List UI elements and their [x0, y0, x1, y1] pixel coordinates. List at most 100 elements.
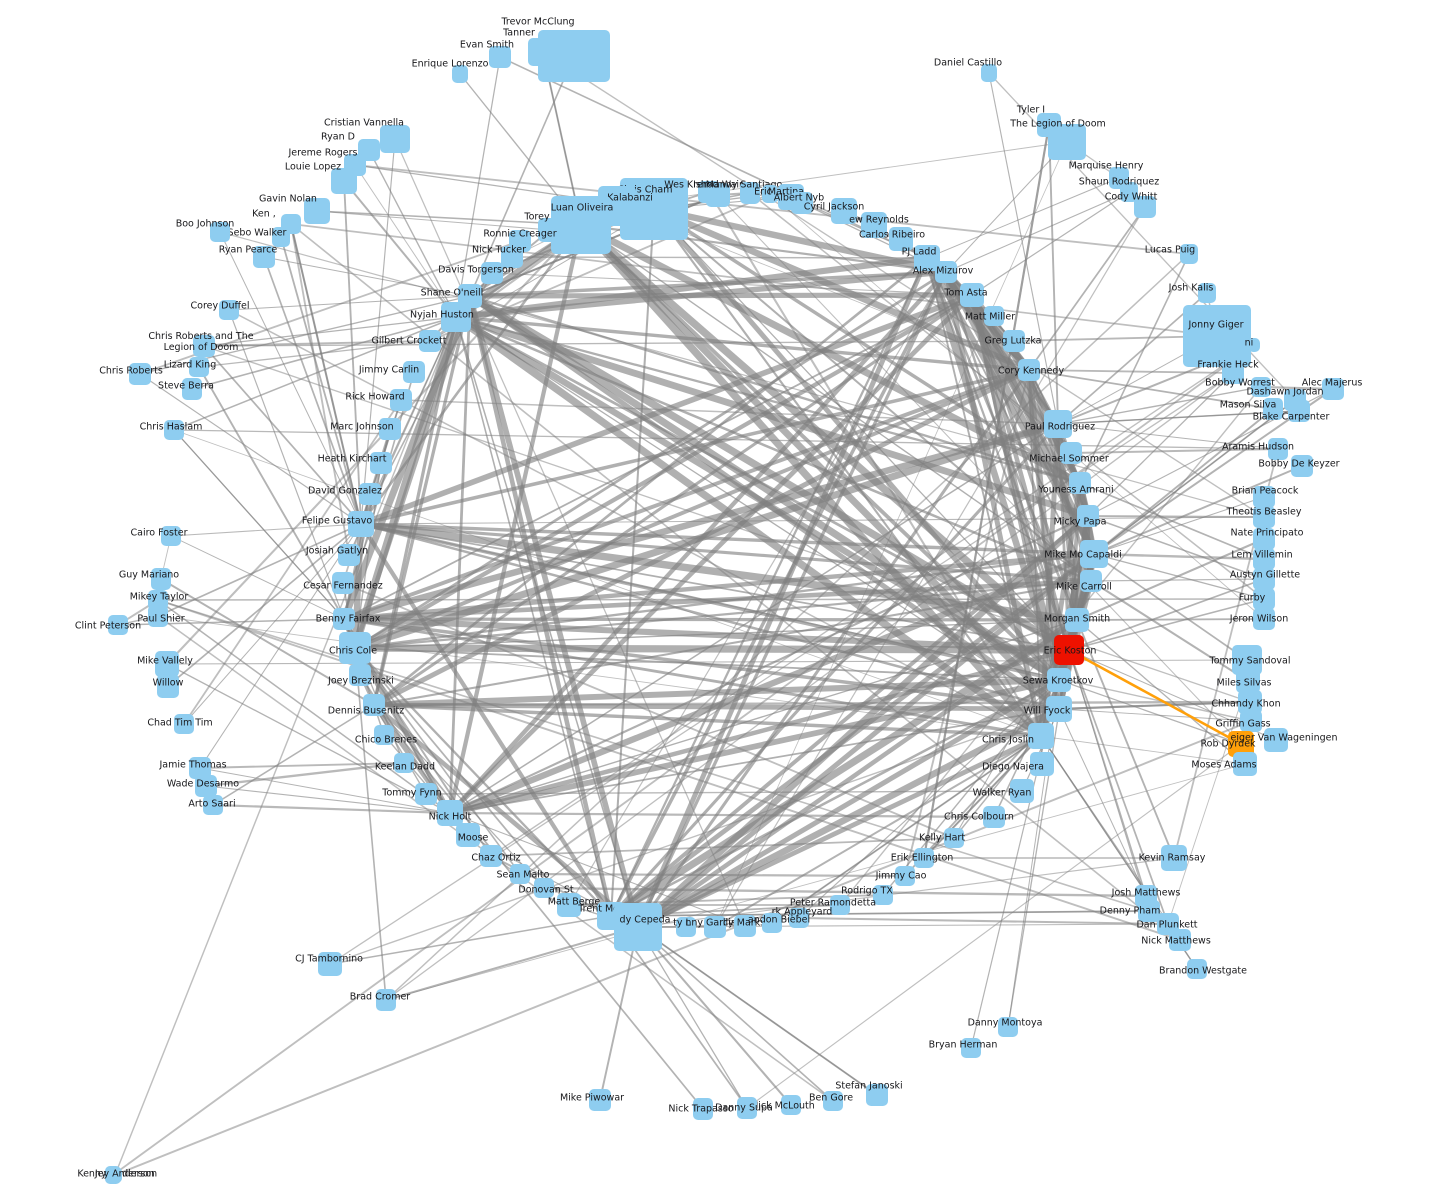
graph-node-chaz-ortiz[interactable]: [480, 845, 502, 867]
graph-node-chris-roberts[interactable]: [129, 363, 151, 385]
graph-node-andrew-reynolds[interactable]: [861, 212, 887, 238]
graph-node-cesar-fernandez[interactable]: [332, 572, 354, 594]
graph-node-erik-ellington[interactable]: [914, 848, 934, 868]
graph-node-ishod-wair[interactable]: [706, 183, 730, 207]
graph-node-chris-haslam[interactable]: [164, 420, 184, 440]
graph-node-jimmy-cao[interactable]: [895, 866, 915, 886]
graph-node-matt-miller[interactable]: [984, 306, 1004, 326]
graph-node-billy-marks[interactable]: [734, 915, 756, 937]
graph-node-brandon-biebel[interactable]: [762, 913, 782, 933]
graph-node-alex-mizurov[interactable]: [935, 261, 957, 283]
graph-node-griffin-gass[interactable]: [1240, 710, 1262, 732]
graph-node-danny-supa[interactable]: [737, 1097, 757, 1119]
graph-node-sewa-kroetkov[interactable]: [1047, 668, 1071, 692]
graph-node-torey-p[interactable]: [538, 218, 562, 242]
graph-node-lizard-king[interactable]: [189, 357, 209, 377]
graph-node-micky-papa[interactable]: [1077, 505, 1099, 527]
graph-node-nick-mclouth[interactable]: [781, 1095, 801, 1115]
graph-node-chris-joslin[interactable]: [1028, 723, 1054, 749]
graph-node-danny-montoya[interactable]: [998, 1017, 1018, 1037]
graph-node-danny-garcia[interactable]: [704, 916, 726, 938]
graph-node-cairo-foster[interactable]: [161, 526, 181, 546]
graph-node-eric-m[interactable]: [762, 185, 778, 203]
graph-node-greg-lutzka[interactable]: [1003, 330, 1025, 352]
graph-node-evan-smith[interactable]: [489, 46, 511, 68]
graph-node-gilbert-crockett[interactable]: [419, 330, 441, 352]
graph-node-enrique-lorenzo[interactable]: [452, 65, 468, 83]
graph-node-cj-tambornino[interactable]: [318, 952, 342, 976]
graph-node-david-gonzalez[interactable]: [359, 483, 381, 505]
graph-node-felipe-gustavo[interactable]: [348, 511, 374, 537]
graph-node-cody-whitt[interactable]: [1134, 196, 1156, 218]
graph-node-boo-johnson[interactable]: [210, 222, 230, 242]
graph-node-tom-asta[interactable]: [960, 283, 984, 307]
graph-node-keelan-dadd[interactable]: [394, 753, 414, 773]
graph-node-jimmy-carlin[interactable]: [403, 361, 425, 383]
graph-node-cristian-vannella[interactable]: [380, 125, 410, 153]
graph-node-nick-holt[interactable]: [437, 800, 463, 826]
graph-node-nick-tucker[interactable]: [501, 246, 523, 268]
graph-node-austyn-gillette[interactable]: [1253, 568, 1275, 590]
graph-node-jamie-thomas[interactable]: [189, 757, 211, 779]
graph-node-zeiger-van-wageningen[interactable]: [1264, 728, 1288, 752]
graph-node-manny-santiago[interactable]: [740, 182, 760, 204]
graph-node-cory-kennedy[interactable]: [1018, 359, 1040, 381]
graph-node-mike-vallely[interactable]: [155, 651, 179, 677]
graph-node-mike-piwowar[interactable]: [589, 1089, 611, 1111]
graph-node-legion-of-doom[interactable]: [1048, 124, 1086, 160]
graph-node-chris-roberts-legion[interactable]: [193, 335, 215, 357]
graph-node-bobby-worrest[interactable]: [1251, 377, 1271, 397]
graph-node-tommy-fynn[interactable]: [415, 783, 437, 805]
graph-node-guy-mariano[interactable]: [151, 568, 171, 590]
graph-node-louie-lopez[interactable]: [331, 168, 357, 194]
graph-node-arto-saari[interactable]: [203, 795, 223, 815]
graph-node-nate-principato[interactable]: [1253, 528, 1275, 550]
graph-node-corey-duffel[interactable]: [219, 300, 239, 320]
graph-node-davis-torgerson[interactable]: [481, 262, 503, 284]
graph-node-paul-rodriguez[interactable]: [1044, 410, 1072, 438]
graph-node-sebo-walker[interactable]: [272, 227, 290, 247]
graph-node-mike-mo-capaldi[interactable]: [1080, 540, 1108, 568]
graph-node-theotis-beasley[interactable]: [1253, 506, 1275, 528]
graph-node-albert-nyberg[interactable]: [791, 192, 813, 214]
graph-node-nyjah-huston[interactable]: [441, 302, 471, 332]
graph-node-michael-sommer[interactable]: [1060, 442, 1082, 464]
graph-node-heath-kirchart[interactable]: [370, 452, 392, 474]
graph-node-jeron-wilson[interactable]: [1253, 608, 1275, 630]
graph-node-blake-carpenter[interactable]: [1288, 400, 1310, 422]
graph-node-paul-shier[interactable]: [148, 605, 168, 627]
graph-node-lem-villemin[interactable]: [1253, 548, 1275, 570]
graph-node-chris-colbourn[interactable]: [983, 806, 1005, 828]
graph-node-willow[interactable]: [157, 674, 179, 698]
graph-node-josiah-gatlyn[interactable]: [338, 544, 360, 566]
graph-node-miles-silvas[interactable]: [1236, 669, 1260, 693]
graph-node-youness-amrani[interactable]: [1069, 472, 1091, 494]
graph-node-ty-lowe[interactable]: [676, 917, 696, 937]
graph-node-peter-ramondetta[interactable]: [830, 895, 850, 915]
graph-node-josh-kalis[interactable]: [1198, 283, 1216, 303]
graph-node-carlos-ribeiro[interactable]: [889, 227, 913, 251]
graph-node-chad-tim-tim[interactable]: [174, 714, 194, 734]
graph-node-clint-peterson[interactable]: [108, 615, 128, 635]
graph-node-ni[interactable]: [1248, 338, 1260, 352]
graph-node-morgan-smith[interactable]: [1065, 608, 1089, 632]
graph-node-matt-berger[interactable]: [557, 893, 581, 917]
graph-node-gavin-nolan[interactable]: [304, 198, 330, 224]
graph-node-eric-koston[interactable]: [1054, 635, 1084, 665]
graph-node-aramis-hudson[interactable]: [1268, 438, 1288, 460]
graph-node-lucas-puig[interactable]: [1180, 244, 1198, 264]
graph-node-brian-peacock[interactable]: [1253, 486, 1275, 508]
graph-node-moses-adams[interactable]: [1233, 752, 1257, 776]
graph-node-will-fyock[interactable]: [1046, 696, 1072, 722]
graph-node-donovan-strain[interactable]: [534, 878, 554, 898]
graph-node-jonny-giger[interactable]: [1183, 305, 1251, 367]
graph-node-stefan-janoski[interactable]: [866, 1084, 888, 1106]
graph-node-steve-berra[interactable]: [182, 378, 202, 400]
graph-node-kevin-ramsay[interactable]: [1161, 845, 1187, 871]
graph-node-sean-malto[interactable]: [510, 864, 530, 884]
graph-node-jey-anderson[interactable]: [108, 1167, 122, 1183]
graph-node-nick-trapasso[interactable]: [693, 1098, 713, 1120]
graph-node-tanner[interactable]: [528, 38, 558, 66]
graph-node-chico-brenes[interactable]: [374, 725, 394, 745]
graph-node-moose[interactable]: [456, 823, 480, 847]
